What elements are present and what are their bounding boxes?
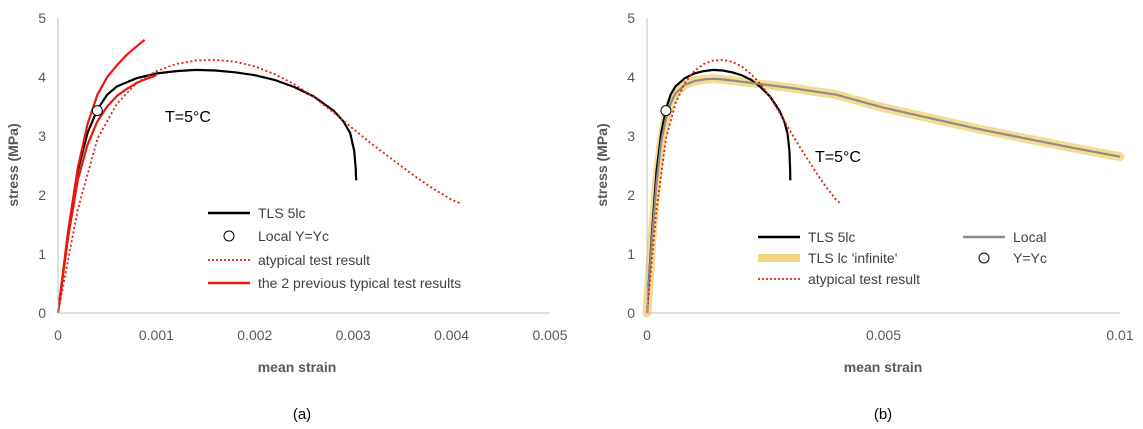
panel-b-annotation: T=5°C <box>815 149 861 166</box>
panel-b-x-tick-label: 0.01 <box>1106 327 1133 343</box>
panel-a-x-tick-label: 0.002 <box>237 327 272 343</box>
panel-a-y-axis-label: stress (MPa) <box>5 123 21 206</box>
panel-b-legend-label-infinite: TLS lc 'infinite' <box>808 250 897 266</box>
panel-a-legend-label-tls: TLS 5lc <box>258 205 305 221</box>
panel-a-x-tick-label: 0 <box>54 327 62 343</box>
panel-a-legend-label-yc: Local Y=Yc <box>258 228 329 244</box>
panel-a-x-tick-label: 0.001 <box>139 327 174 343</box>
panel-b-x-ticks: 0 0.005 0.01 <box>643 327 1134 343</box>
chart-panel-b: 0 1 2 3 4 5 0 0.005 0.01 mean strain stress (MP… <box>594 10 1134 423</box>
panel-a-series-tls-5lc-line <box>56 68 358 314</box>
panel-a-series-local-y-yc-point <box>91 105 103 117</box>
panel-b-y-tick-label: 4 <box>627 69 635 85</box>
panel-b-legend-label-tls: TLS 5lc <box>808 229 855 245</box>
panel-a-y-tick-label: 3 <box>38 128 46 144</box>
panel-b-y-tick-label: 2 <box>627 187 635 203</box>
panel-a-y-ticks: 0 1 2 3 4 5 <box>38 10 46 321</box>
panel-a-legend-swatch-yc <box>223 230 235 242</box>
panel-b-series-y-yc-point <box>660 105 672 117</box>
panel-a-y-tick-label: 0 <box>38 305 46 321</box>
panel-b-y-tick-label: 3 <box>627 128 635 144</box>
panel-a-x-ticks: 0 0.001 0.002 0.003 0.004 0.005 <box>54 327 568 343</box>
panel-b-x-tick-label: 0.005 <box>866 327 901 343</box>
panel-a-y-tick-label: 2 <box>38 187 46 203</box>
panel-b-y-axis-label: stress (MPa) <box>594 123 610 206</box>
panel-b-y-tick-label: 0 <box>627 305 635 321</box>
panel-b-y-tick-label: 5 <box>627 10 635 26</box>
panel-a-y-tick-label: 1 <box>38 246 46 262</box>
panel-a-label: (a) <box>293 406 311 423</box>
panel-b-legend-swatch-yc <box>978 252 990 264</box>
panel-a-series-atypical-test-result-line <box>57 59 462 314</box>
panel-b-series-atypical-test-result-line <box>646 59 842 314</box>
panel-b-series-tls-5lc-line <box>645 68 792 314</box>
panel-a-annotation: T=5°C <box>165 109 211 126</box>
chart-panel-a: 0 1 2 3 4 5 0 0.001 0.002 0.003 0.004 0.005 mean s… <box>5 10 568 423</box>
panel-a-x-axis-label: mean strain <box>258 359 337 375</box>
panel-a-legend: TLS 5lc Local Y=Yc atypical test result … <box>208 205 461 291</box>
panel-a-marks <box>56 38 462 314</box>
panel-a-series-the-2-previous-typical-test-results-line <box>56 74 157 314</box>
panel-b-y-ticks: 0 1 2 3 4 5 <box>627 10 635 321</box>
panel-b-label: (b) <box>874 406 892 423</box>
panel-a-y-tick-label: 4 <box>38 69 46 85</box>
panel-a-x-tick-label: 0.005 <box>532 327 567 343</box>
panel-b-x-axis-label: mean strain <box>844 359 923 375</box>
panel-a-x-tick-label: 0.003 <box>336 327 371 343</box>
panel-b-legend-label-local: Local <box>1013 229 1046 245</box>
panel-a-y-tick-label: 5 <box>38 10 46 26</box>
panel-b-x-tick-label: 0 <box>643 327 651 343</box>
panel-a-x-tick-label: 0.004 <box>434 327 469 343</box>
panel-b-series-local-line <box>645 77 1121 314</box>
panel-b-legend-label-atypical: atypical test result <box>808 271 920 287</box>
panel-a-legend-label-atypical: atypical test result <box>258 252 370 268</box>
panel-b-legend-label-yc: Y=Yc <box>1013 250 1047 266</box>
panel-b-marks <box>642 59 1125 318</box>
panel-b-y-tick-label: 1 <box>627 246 635 262</box>
panel-b-legend: TLS 5lc Local TLS lc 'infinite' Y=Yc aty… <box>758 229 1047 287</box>
panel-a-legend-label-typical: the 2 previous typical test results <box>258 275 461 291</box>
panel-a-series-the-2-previous-typical-test-results-line <box>56 38 146 314</box>
